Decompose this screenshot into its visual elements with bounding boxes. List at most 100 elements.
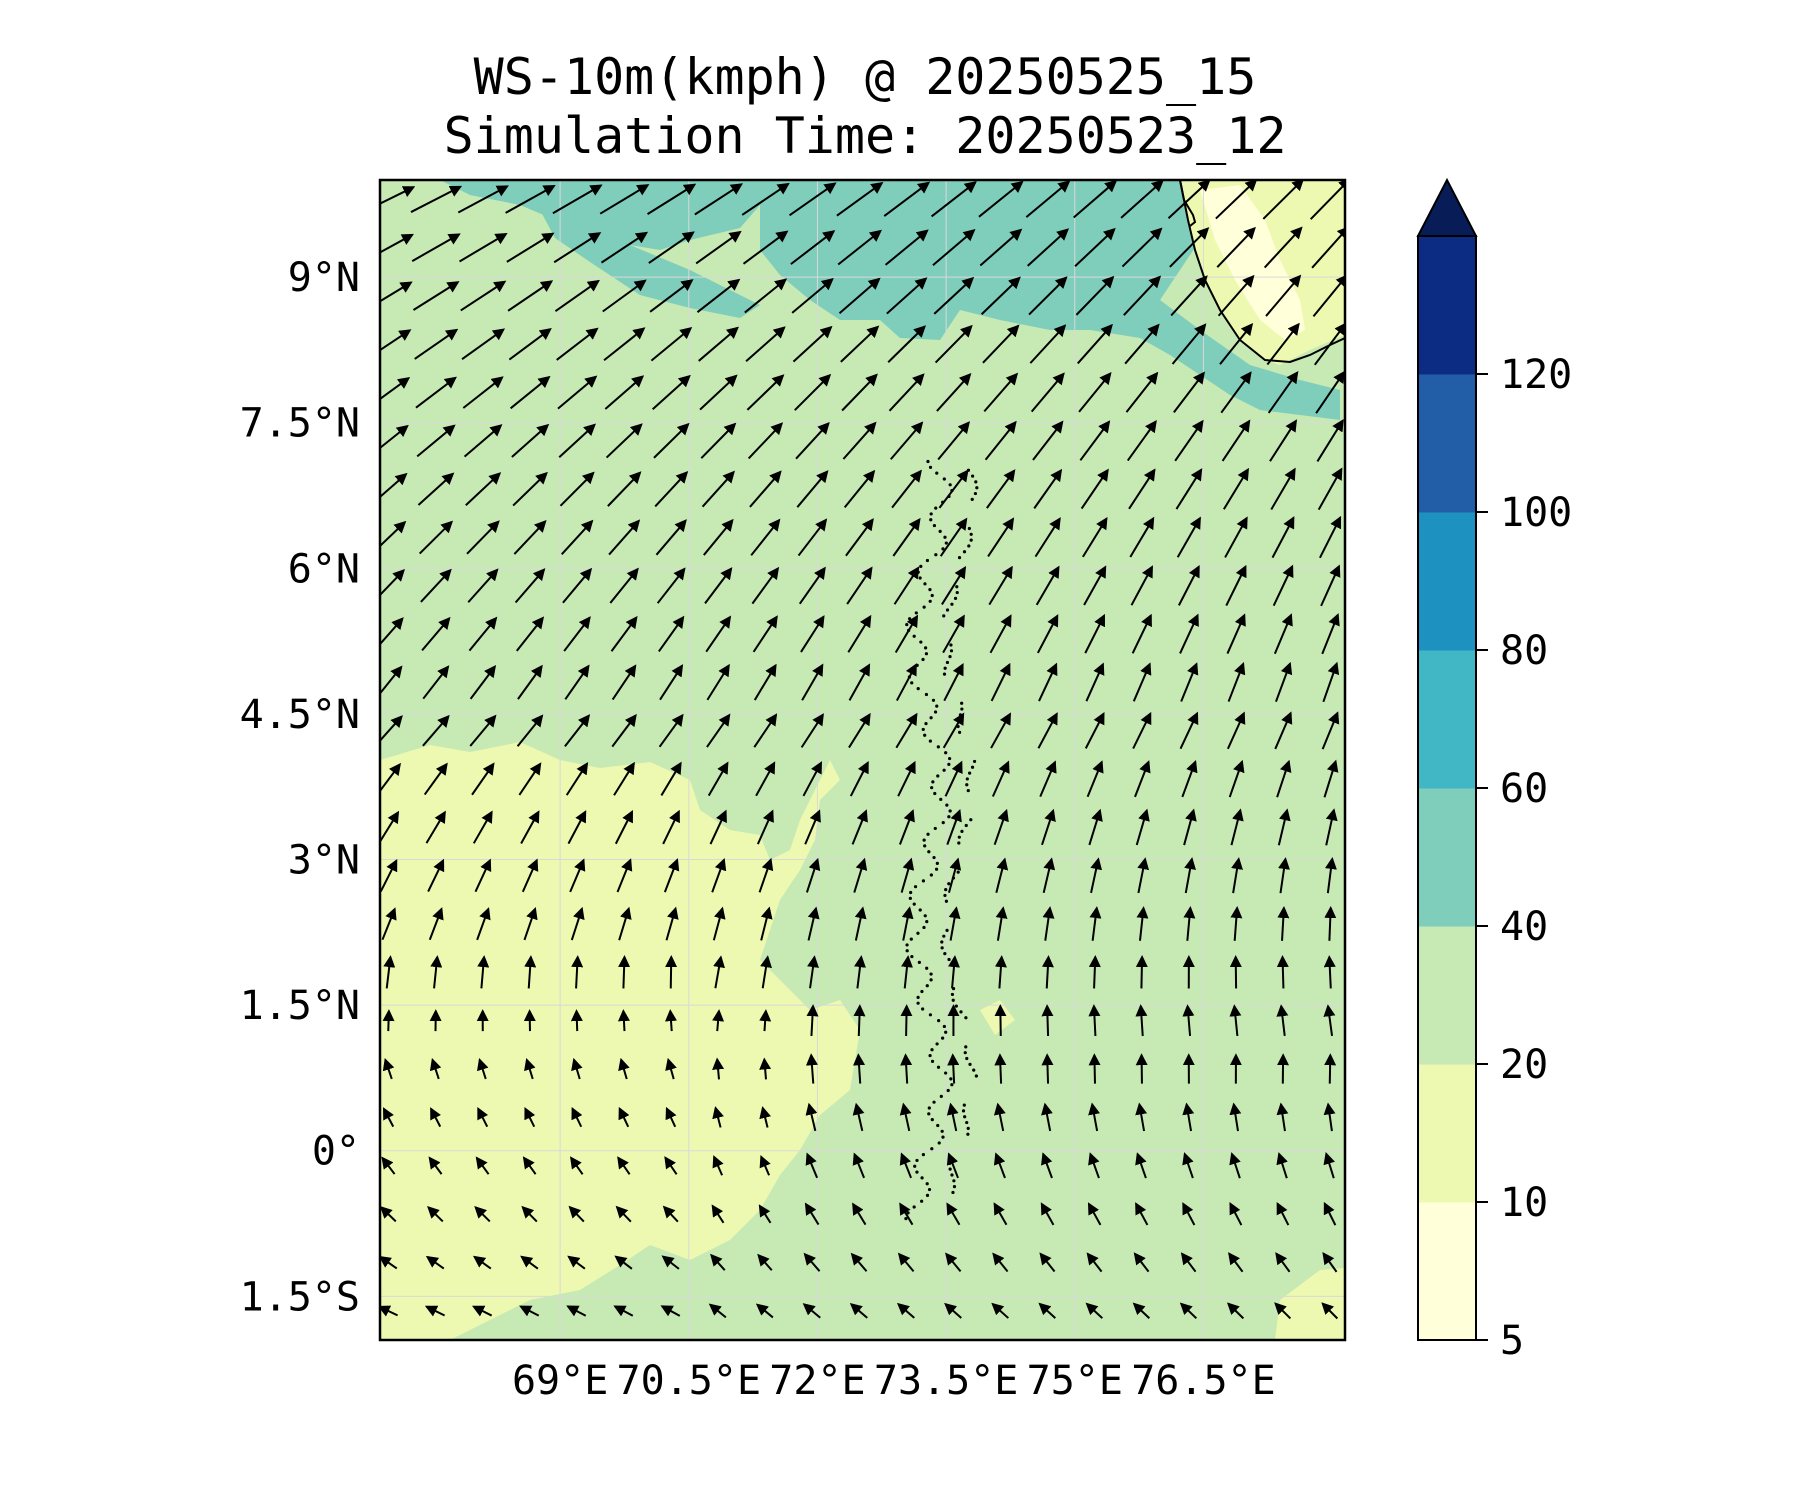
wind-arrow [891,469,922,509]
wind-arrow [524,1106,536,1128]
wind-arrow [477,1057,489,1080]
wind-arrow [1025,180,1071,218]
atoll-dot [916,995,920,999]
wind-arrow [618,1106,630,1128]
atoll-dot [950,1173,954,1177]
colorbar-segment [1418,788,1476,927]
wind-arrow [806,1004,819,1037]
atoll-dot [916,931,920,935]
atoll-dot [943,666,947,670]
wind-arrow [663,858,680,893]
wind-arrow [1090,857,1103,894]
wind-arrow [847,614,872,653]
atoll-dot [921,879,926,883]
y-tick-label: 4.5°N [240,692,360,738]
atoll-dot [908,896,912,900]
wind-arrow [933,276,975,315]
atoll-dot [925,984,929,988]
wind-arrow [516,714,544,747]
atoll-dot [928,1013,933,1017]
atoll-dot [952,1179,956,1183]
wind-arrow [460,280,507,312]
atoll-dot [909,890,913,895]
wind-arrow [607,471,642,507]
wind-arrow [660,1305,681,1317]
atoll-dot [936,774,940,778]
wind-arrow [1324,1053,1337,1084]
wind-arrow [654,470,689,508]
wind-arrow [1277,905,1290,941]
wind-arrow [895,712,918,749]
wind-arrow [938,469,969,509]
atoll-dot [967,526,971,531]
speed-region-40-60 [440,180,760,250]
wind-arrow [1315,370,1345,414]
wind-arrow [980,276,1021,315]
colorbar-tick-label: 10 [1500,1180,1548,1226]
wind-arrow [1175,468,1203,510]
atoll-dot [920,1176,924,1180]
wind-arrow [665,955,678,989]
wind-arrow [1079,420,1111,461]
wind-arrow [848,663,871,701]
wind-arrow [755,761,776,797]
wind-arrow [1324,905,1337,941]
wind-arrow [1030,372,1065,413]
wind-arrow [947,1053,960,1084]
wind-arrow [466,520,500,555]
atoll-dot [910,681,914,685]
atoll-dot [913,1164,917,1168]
wind-arrow [741,182,790,216]
wind-arrow [564,714,591,748]
wind-arrow [1131,613,1152,654]
wind-arrow [807,906,820,941]
wind-arrow [569,858,586,893]
atoll-dot [916,1001,920,1005]
wind-arrow [982,324,1020,364]
wind-arrow [744,278,788,314]
wind-arrow [946,1152,959,1179]
atoll-dot [922,925,926,930]
wind-arrow [995,857,1009,894]
wind-arrow [380,472,408,499]
colorbar-segment [1418,236,1476,375]
atoll-dot [926,832,930,836]
wind-arrow [896,1302,915,1319]
wind-arrow [1274,711,1293,750]
atoll-dot [923,582,927,586]
wind-arrow [946,1202,961,1226]
atoll-dot [967,544,971,548]
atoll-dot [947,882,951,886]
atoll-dot [972,759,977,764]
wind-arrow [469,664,497,700]
wind-arrow [459,232,508,263]
wind-arrow [993,1202,1008,1226]
atoll-dot [935,861,939,865]
atoll-dot [959,1010,963,1014]
atoll-dot [930,593,934,598]
atoll-dot [966,1132,970,1136]
wind-arrow [1088,808,1103,846]
wind-arrow [658,713,684,748]
wind-arrow [758,1204,772,1224]
y-axis-ticks: 9°N 7.5°N 6°N 4.5°N 3°N 1.5°N 0° 1.5°S [240,255,360,1320]
wind-arrow [1179,1302,1198,1320]
wind-arrow [609,567,639,604]
atoll-dot [962,550,967,554]
wind-arrow [563,616,591,652]
atoll-dot [955,590,959,595]
atoll-dot [904,1217,908,1221]
atoll-dot [957,556,962,560]
wind-arrow [618,906,632,941]
atoll-dot [952,1185,957,1189]
atoll-dot [942,1024,946,1029]
wind-arrow [990,712,1011,749]
wind-arrow [1229,1004,1242,1037]
atoll-dot [949,649,954,653]
atoll-dot [928,465,933,469]
wind-arrow [846,566,873,605]
wind-arrow [616,858,633,893]
atoll-dot [939,797,943,801]
wind-arrow [694,183,743,216]
atoll-dot [941,1036,945,1040]
